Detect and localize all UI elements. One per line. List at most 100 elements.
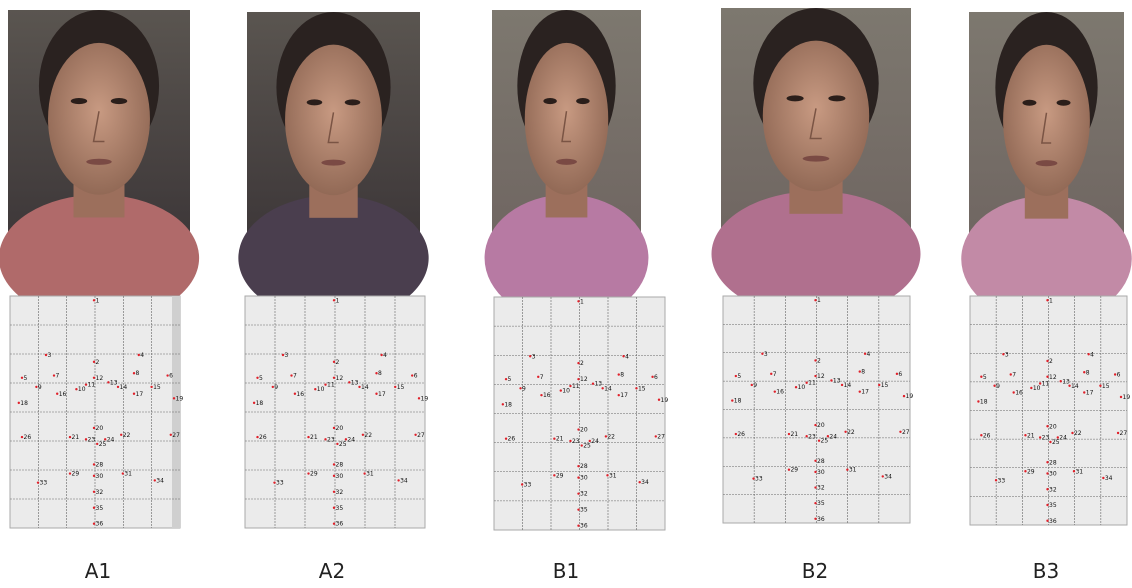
landmark-label: 34	[1105, 475, 1113, 482]
landmark-label: 9	[274, 384, 278, 391]
landmark-label: 16	[543, 392, 551, 399]
landmark-label: 5	[259, 375, 263, 382]
landmark-label: 32	[1049, 486, 1057, 493]
landmark-label: 33	[755, 476, 763, 483]
landmark-label: 3	[764, 351, 768, 358]
landmark-label: 1	[817, 297, 821, 304]
landmark-label: 1	[336, 297, 340, 304]
landmark-label: 7	[773, 371, 777, 378]
landmark-label: 24	[591, 438, 599, 445]
landmark-label: 26	[259, 434, 267, 441]
landmark-label: 11	[88, 382, 96, 389]
landmark-label: 28	[580, 463, 588, 470]
landmark-label: 12	[96, 375, 104, 382]
landmark-label: 29	[310, 471, 318, 478]
landmark-label: 21	[72, 434, 80, 441]
landmark-label: 22	[847, 429, 855, 436]
landmark-label: 20	[580, 427, 588, 434]
landmark-label: 4	[867, 351, 871, 358]
landmark-label: 13	[1062, 378, 1070, 385]
landmark-label: 30	[1049, 471, 1057, 478]
eye	[828, 95, 845, 101]
landmark-label: 19	[421, 395, 429, 402]
landmark-label: 12	[336, 375, 344, 382]
landmark-label: 30	[817, 469, 825, 476]
landmark-label: 23	[327, 436, 335, 443]
landmark-label: 11	[1042, 381, 1050, 388]
landmark-label: 9	[753, 382, 757, 389]
landmark-label: 17	[861, 389, 869, 396]
landmark-label: 29	[72, 471, 80, 478]
landmark-label: 8	[620, 372, 624, 379]
landmark-label: 15	[397, 384, 405, 391]
landmark-label: 10	[798, 384, 806, 391]
landmark-label: 20	[1049, 423, 1057, 430]
landmark-label: 16	[776, 389, 784, 396]
face	[763, 41, 869, 192]
landmark-label: 7	[1012, 372, 1016, 379]
mouth	[1036, 160, 1058, 166]
landmark-label: 36	[580, 523, 588, 530]
landmark-label: 1	[96, 297, 100, 304]
landmark-label: 28	[1049, 459, 1057, 466]
eye	[307, 99, 323, 105]
landmark-label: 7	[293, 373, 297, 380]
landmark-label: 18	[504, 401, 512, 408]
landmark-label: 14	[120, 384, 128, 391]
landmark-label: 15	[153, 384, 161, 391]
landmark-label: 11	[572, 383, 580, 390]
landmark-label: 32	[817, 485, 825, 492]
landmark-label: 21	[1027, 432, 1035, 439]
landmark-label: 36	[336, 521, 344, 528]
landmark-label: 34	[641, 479, 649, 486]
landmark-label: 24	[347, 436, 355, 443]
landmark-label: 11	[808, 380, 816, 387]
landmark-label: 36	[1049, 518, 1057, 525]
landmark-label: 18	[256, 400, 264, 407]
landmark-label: 14	[361, 384, 369, 391]
landmark-label: 11	[327, 382, 335, 389]
landmark-label: 2	[336, 359, 340, 366]
landmark-label: 18	[20, 400, 28, 407]
landmark-label: 3	[48, 352, 52, 359]
landmark-label: 24	[107, 436, 115, 443]
landmark-label: 27	[417, 432, 425, 439]
landmark-label: 29	[556, 472, 564, 479]
landmark-label: 1	[1049, 297, 1053, 304]
landmark-grid: 1234567891011121314151617181920212223242…	[10, 296, 183, 528]
landmark-label: 2	[1049, 358, 1053, 365]
landmark-label: 13	[110, 379, 118, 386]
landmark-label: 32	[580, 491, 588, 498]
landmark-label: 9	[38, 384, 42, 391]
landmark-label: 18	[980, 399, 988, 406]
landmark-label: 28	[817, 458, 825, 465]
landmark-label: 10	[1033, 385, 1041, 392]
landmark-label: 34	[884, 473, 892, 480]
landmark-label: 35	[580, 507, 588, 514]
landmark-label: 28	[336, 461, 344, 468]
landmark-label: 14	[604, 385, 612, 392]
landmark-label: 33	[524, 481, 532, 488]
landmark-label: 3	[1005, 351, 1009, 358]
landmark-label: 17	[620, 392, 628, 399]
landmark-label: 36	[817, 516, 825, 523]
face	[285, 45, 382, 196]
landmark-label: 2	[96, 359, 100, 366]
landmark-label: 12	[817, 373, 825, 380]
landmark-label: 2	[817, 357, 821, 364]
landmark-label: 20	[336, 425, 344, 432]
landmark-label: 15	[638, 385, 646, 392]
landmark-label: 31	[1075, 468, 1083, 475]
eye	[111, 98, 127, 104]
landmark-label: 8	[378, 370, 382, 377]
landmark-label: 35	[96, 505, 104, 512]
landmark-label: 21	[790, 431, 798, 438]
landmark-label: 25	[99, 441, 107, 448]
landmark-label: 5	[24, 375, 28, 382]
landmark-label: 31	[849, 467, 857, 474]
landmark-label: 6	[1117, 372, 1121, 379]
landmark-label: 10	[562, 388, 570, 395]
landmark-grid: 1234567891011121314151617181920212223242…	[494, 297, 668, 530]
eye	[1057, 100, 1071, 106]
